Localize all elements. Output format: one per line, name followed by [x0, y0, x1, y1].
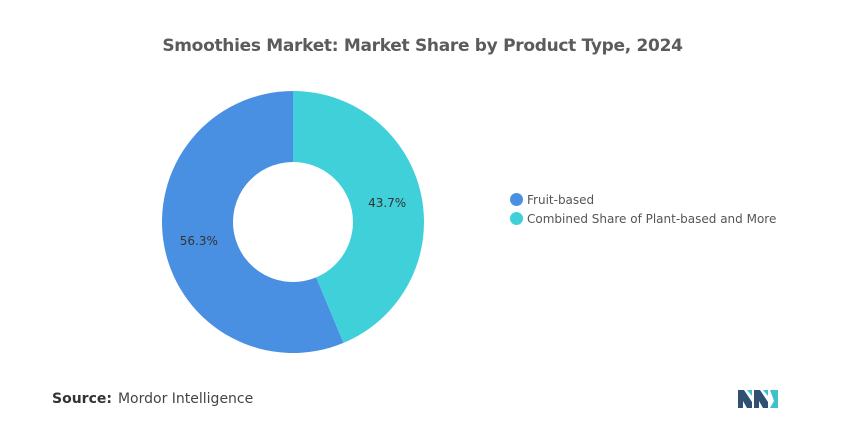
slice-fruit-based — [161, 91, 344, 353]
legend-label-plant-based: Combined Share of Plant-based and More — [527, 211, 777, 226]
slice-plant-based — [293, 91, 424, 343]
slice-label-fruit-based: 56.3% — [180, 234, 218, 248]
source-label: Source: — [52, 391, 112, 407]
slice-label-plant-based: 43.7% — [368, 196, 406, 210]
donut-slices — [161, 91, 424, 353]
source-line: Source: Mordor Intelligence — [52, 391, 253, 407]
legend-item-fruit-based: Fruit-based — [510, 190, 776, 209]
legend-swatch-fruit-based — [510, 193, 523, 206]
slice-labels: 56.3% 43.7% — [180, 196, 406, 248]
legend-label-fruit-based: Fruit-based — [527, 192, 595, 207]
chart-title: Smoothies Market: Market Share by Produc… — [162, 36, 683, 56]
legend-swatch-plant-based — [510, 212, 523, 225]
chart-legend: Fruit-based Combined Share of Plant-base… — [510, 190, 776, 228]
mordor-intelligence-logo — [738, 390, 778, 408]
legend-item-plant-based: Combined Share of Plant-based and More — [510, 209, 776, 228]
source-text: Mordor Intelligence — [117, 391, 254, 407]
